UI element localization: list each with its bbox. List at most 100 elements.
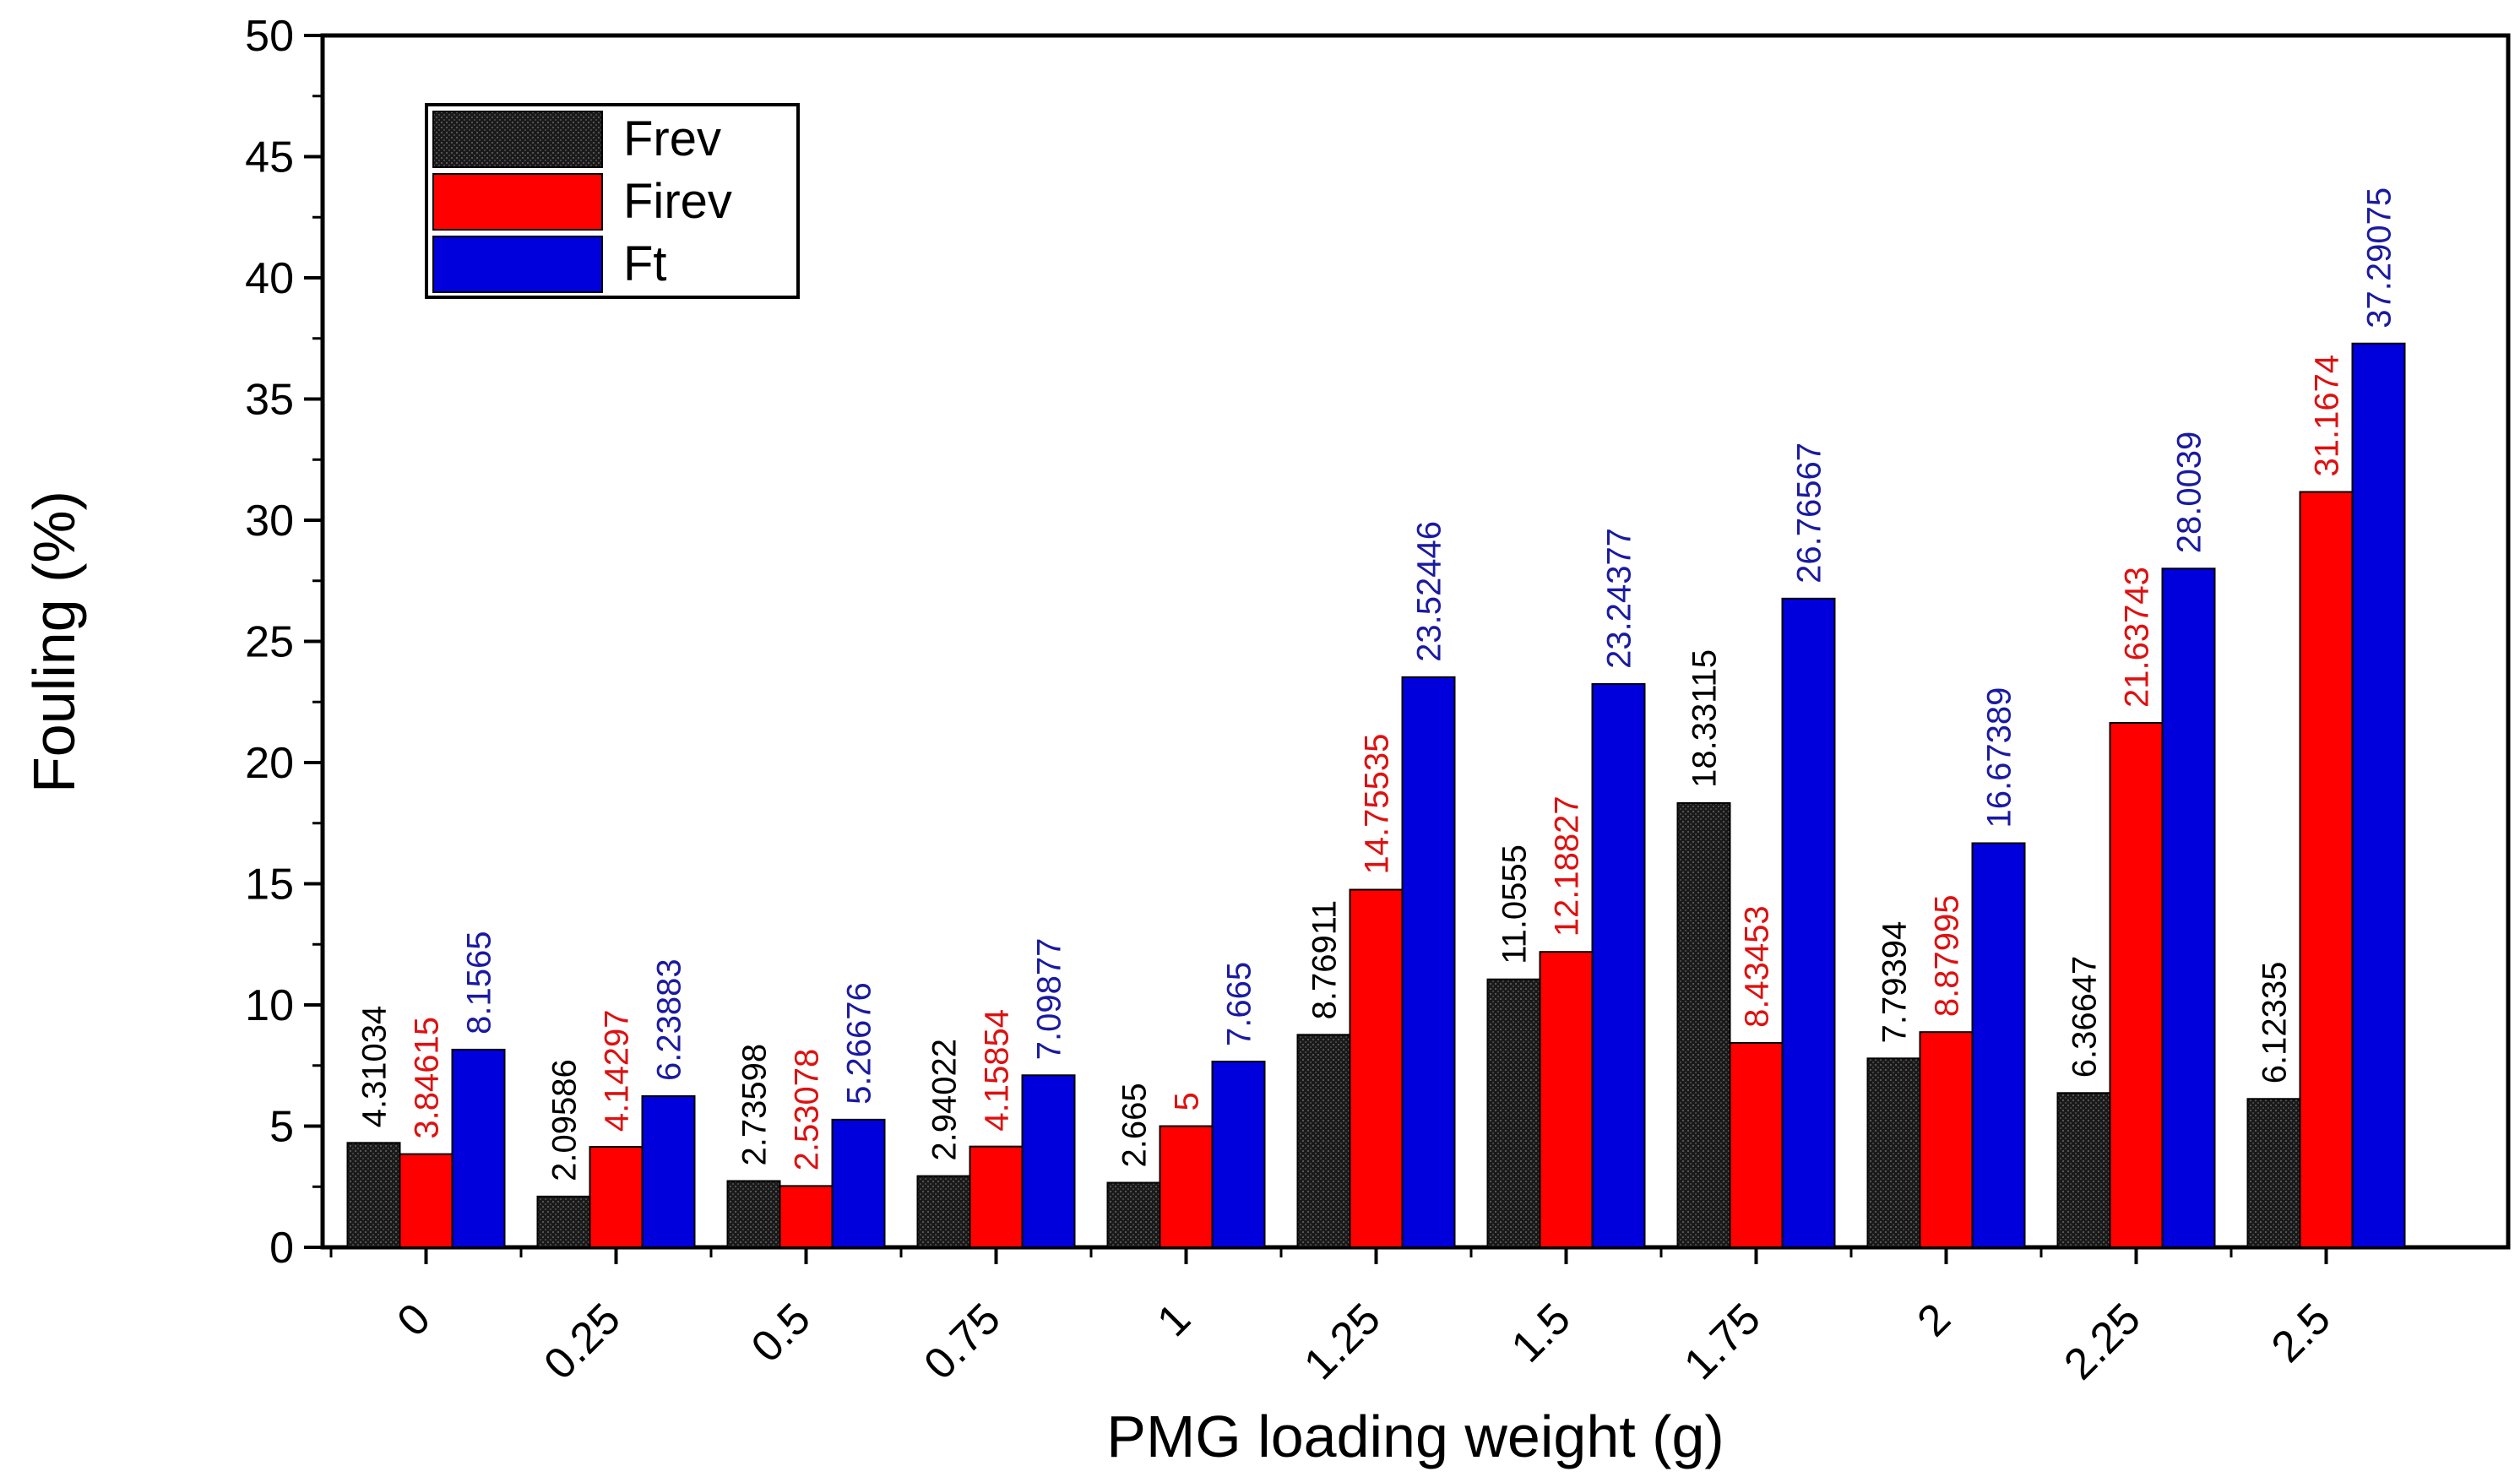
- bar-frev-2.25: [2056, 1092, 2111, 1249]
- bar-firev-1.75: [1729, 1041, 1784, 1248]
- y-tick-label: 15: [245, 861, 294, 910]
- data-label-frev: 7.79394: [1876, 921, 1914, 1044]
- data-label-ft: 7.665: [1221, 962, 1258, 1046]
- bar-frev-0.75: [916, 1175, 971, 1249]
- bar-firev-1.5: [1539, 951, 1594, 1248]
- y-tick-label: 0: [269, 1224, 294, 1273]
- y-tick-label: 35: [245, 376, 294, 425]
- x-tick-label: 2.25: [2055, 1294, 2150, 1389]
- bar-firev-2.5: [2299, 491, 2354, 1248]
- bar-firev-0.75: [969, 1145, 1024, 1248]
- data-label-ft: 5.26676: [841, 982, 878, 1105]
- x-tick-label: 0.75: [915, 1294, 1010, 1389]
- bar-ft-2.25: [2161, 567, 2216, 1248]
- data-label-firev: 3.84615: [409, 1017, 446, 1139]
- legend: Frev Firev Ft: [425, 103, 800, 299]
- x-tick-label: 2.5: [2262, 1294, 2340, 1371]
- bar-firev-1.25: [1349, 888, 1404, 1249]
- data-label-firev: 5: [1169, 1092, 1206, 1110]
- data-label-ft: 6.23883: [651, 958, 688, 1081]
- bar-firev-0.25: [589, 1146, 644, 1249]
- bar-frev-0.25: [536, 1195, 591, 1249]
- bar-ft-0.5: [831, 1118, 886, 1248]
- bar-firev-0: [399, 1153, 453, 1248]
- legend-swatch-frev: [432, 111, 603, 168]
- legend-label-ft: Ft: [623, 236, 667, 291]
- data-label-firev: 21.63743: [2119, 567, 2156, 708]
- x-tick-label: 2: [1909, 1294, 1960, 1345]
- data-label-frev: 4.31034: [356, 1006, 394, 1128]
- x-tick-label: 1: [1149, 1294, 1200, 1345]
- data-label-ft: 16.67389: [1981, 687, 2018, 828]
- data-label-ft: 23.52446: [1411, 521, 1448, 662]
- data-label-firev: 14.75535: [1359, 734, 1396, 875]
- bar-frev-1.75: [1676, 801, 1731, 1248]
- x-tick-label: 1.25: [1295, 1294, 1390, 1389]
- legend-swatch-firev: [432, 173, 603, 231]
- bar-ft-2: [1971, 842, 2026, 1248]
- bar-frev-0: [346, 1142, 401, 1248]
- y-tick-label: 20: [245, 739, 294, 788]
- y-tick-label: 10: [245, 981, 294, 1030]
- bar-firev-2.25: [2109, 722, 2164, 1248]
- y-tick-label: 5: [269, 1103, 294, 1152]
- x-tick-label: 0: [388, 1294, 440, 1345]
- data-label-frev: 6.12335: [2257, 962, 2294, 1084]
- bar-ft-0.25: [641, 1094, 696, 1248]
- bar-frev-1.5: [1486, 978, 1541, 1248]
- data-label-firev: 4.14297: [599, 1010, 636, 1132]
- y-tick-label: 25: [245, 618, 294, 667]
- data-label-firev: 8.43453: [1739, 905, 1776, 1028]
- data-label-frev: 2.94022: [926, 1039, 964, 1161]
- data-label-frev: 6.36647: [2067, 956, 2104, 1078]
- data-label-group: 4.31034 3.84615 8.1565 2.09586 4.14297 6.2388…: [356, 187, 2398, 1181]
- bar-firev-1: [1159, 1125, 1214, 1248]
- y-tick-label: 45: [245, 133, 294, 182]
- data-label-firev: 4.15854: [979, 1009, 1016, 1132]
- y-tick-label: 50: [245, 12, 294, 61]
- data-label-firev: 8.87995: [1929, 895, 1966, 1018]
- bar-ft-2.5: [2351, 342, 2406, 1248]
- x-tick-label: 1.5: [1502, 1294, 1580, 1371]
- bar-firev-0.5: [779, 1185, 834, 1248]
- legend-label-firev: Firev: [623, 174, 732, 229]
- legend-label-frev: Frev: [623, 111, 721, 166]
- bar-ft-1: [1211, 1061, 1266, 1249]
- bar-ft-0: [451, 1048, 506, 1248]
- x-axis: 0 0.25 0.5 0.75 1 1.25 1.5 1.75 2 2.25 2.5: [329, 1247, 2340, 1389]
- bar-ft-1.25: [1401, 676, 1456, 1248]
- bar-frev-1.25: [1296, 1034, 1351, 1248]
- bar-frev-2.5: [2246, 1098, 2301, 1249]
- bar-frev-2: [1866, 1057, 1921, 1249]
- data-label-ft: 23.24377: [1601, 528, 1638, 669]
- legend-swatch-ft: [432, 236, 603, 293]
- data-label-frev: 11.0555: [1496, 844, 1534, 964]
- x-axis-title: PMG loading weight (g): [1106, 1404, 1724, 1469]
- y-tick-label: 40: [245, 254, 294, 303]
- data-label-ft: 26.76567: [1791, 443, 1828, 584]
- x-tick-label: 0.5: [742, 1294, 820, 1371]
- bar-ft-0.75: [1021, 1074, 1076, 1248]
- data-label-ft: 28.0039: [2171, 432, 2208, 554]
- bar-ft-1.75: [1781, 597, 1836, 1248]
- bar-firev-2: [1919, 1031, 1974, 1248]
- data-label-firev: 12.18827: [1549, 796, 1586, 937]
- data-label-firev: 31.1674: [2309, 355, 2346, 477]
- data-label-ft: 7.09877: [1031, 938, 1068, 1061]
- data-label-frev: 8.76911: [1306, 900, 1344, 1020]
- y-axis-title: Fouling (%): [21, 491, 87, 793]
- data-label-frev: 2.665: [1116, 1083, 1154, 1167]
- data-label-ft: 37.29075: [2361, 187, 2398, 329]
- bar-series-group: [346, 342, 2406, 1249]
- data-label-ft: 8.1565: [461, 931, 498, 1034]
- x-tick-label: 0.25: [535, 1294, 630, 1389]
- data-label-frev: 2.09586: [546, 1059, 584, 1181]
- x-tick-label: 1.75: [1675, 1294, 1770, 1389]
- data-label-frev: 18.33115: [1686, 649, 1724, 788]
- data-label-firev: 2.53078: [789, 1049, 826, 1171]
- bar-frev-1: [1106, 1181, 1161, 1249]
- y-tick-label: 30: [245, 497, 294, 546]
- y-axis: 0 5 10 15 20 25 30 35 40 45 50: [245, 12, 323, 1273]
- bar-ft-1.5: [1591, 682, 1646, 1248]
